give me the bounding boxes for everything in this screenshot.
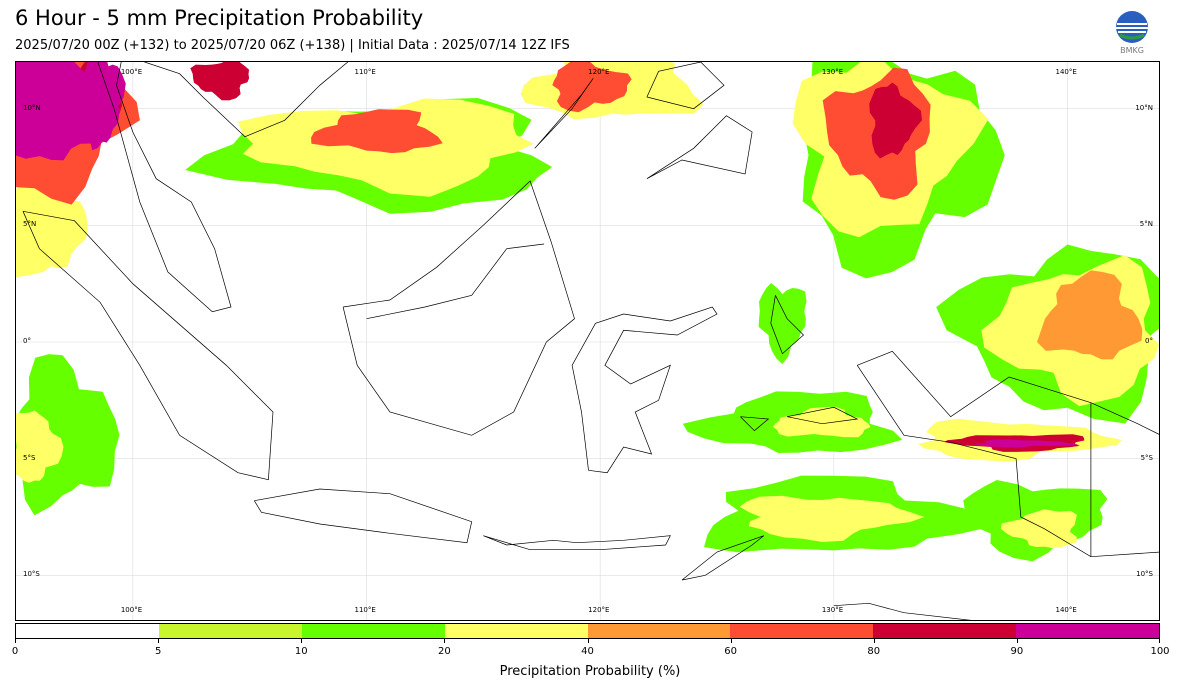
lon-tick-label-bottom: 110°E [354,606,376,614]
lon-tick-label-bottom: 140°E [1055,606,1077,614]
precip-area-seram-yellow [773,406,871,438]
coastline [571,306,718,474]
colorbar-segment [1016,624,1159,638]
lat-tick-label-left: 5°S [23,453,36,462]
lon-tick-label-top: 130°E [821,68,844,76]
colorbar-segment [16,624,159,638]
lon-tick-label-top: 110°E [354,68,376,76]
coastline [366,243,545,320]
lon-tick-label-top: 120°E [588,68,610,76]
colorbar-tick-mark [1016,639,1018,643]
colorbar-tick-label: 90 [1010,646,1024,657]
colorbar-tick-label: 40 [581,646,594,657]
colorbar-tick-label: 60 [724,646,737,657]
colorbar-tick-label: 0 [11,646,19,657]
coastline [770,295,805,355]
lon-tick-label-top: 140°E [1055,68,1077,76]
coastline [483,535,671,551]
colorbar-tick-mark [158,639,160,643]
precipitation-map: 100°E 100°E 110°E 110°E 120°E 120°E 130°E 130°E… [15,61,1160,621]
coastline [97,62,232,313]
lat-tick-label-right: 10°S [1136,570,1153,579]
precip-area-south-china-sea-core [311,109,443,154]
colorbar-tick-mark [301,639,303,643]
precip-area-gulf-thailand-east [190,62,250,101]
coastline [254,488,473,544]
colorbar-tick-mark [587,639,589,643]
precip-area-north-maluku [758,283,807,365]
lat-tick-label-left: 0° [23,337,31,345]
coastline [646,62,725,110]
colorbar-segment [158,624,302,638]
lat-tick-label-right: 5°S [1140,453,1153,462]
colorbar-segment [444,624,588,638]
coastline [646,115,753,180]
map-subtitle: 2025/07/20 00Z (+132) to 2025/07/20 06Z … [15,38,570,53]
colorbar-segment [587,624,731,638]
colorbar-tick-mark [730,639,732,643]
lon-tick-label-top: 100°E [120,68,143,76]
precip-area-north-papua-core [1037,270,1143,360]
colorbar-segment [730,624,874,638]
coastline [681,535,765,581]
colorbar-tick-mark [444,639,446,643]
coastline [22,210,274,481]
precip-area-pacific-east-red [869,82,922,159]
colorbar-tick-label: 100 [1150,646,1170,657]
precip-area-west-sumatra-sea [16,166,88,278]
lon-tick-label-bottom: 120°E [588,606,610,614]
bmkg-logo: BMKG [1110,10,1154,56]
coastline [787,406,859,425]
coastline [144,62,349,138]
map-canvas [16,62,1159,620]
logo-text: BMKG [1120,46,1144,55]
coastline [534,78,594,149]
coastline [740,416,770,432]
colorbar-segment [873,624,1017,638]
precip-area-philippines-west [552,62,632,113]
lat-tick-label-right: 0° [1145,337,1153,345]
coastline [856,350,1159,558]
lat-tick-label-left: 10°S [23,570,40,579]
colorbar-segment [301,624,445,638]
map-title: 6 Hour - 5 mm Precipitation Probability [15,6,424,30]
lat-tick-label-right: 10°N [1135,103,1153,112]
colorbar-tick-label: 5 [154,646,162,657]
precip-area-timor-yellow [739,495,925,542]
colorbar-tick-label: 80 [867,646,881,657]
lat-tick-label-right: 5°N [1139,220,1153,229]
lon-tick-label-bottom: 100°E [120,606,143,614]
precip-area-arafura-yellow [1000,509,1077,549]
coastline [833,602,972,620]
lat-tick-label-left: 10°N [23,103,41,112]
colorbar-label: Precipitation Probability (%) [499,664,681,679]
lon-tick-label-bottom: 130°E [821,606,844,614]
lat-tick-label-left: 5°N [23,220,37,229]
colorbar [15,623,1160,639]
precip-area-papua-band-core [973,439,1079,448]
colorbar-tick-label: 10 [294,646,308,657]
colorbar-tick-mark [1159,639,1160,643]
colorbar-tick-mark [873,639,875,643]
precip-area-myanmar-coast [81,62,126,151]
precip-area-west-sumatra-yellow [16,410,64,483]
coastline [342,180,575,436]
colorbar-tick-mark [15,639,16,643]
colorbar-tick-label: 20 [438,646,451,657]
